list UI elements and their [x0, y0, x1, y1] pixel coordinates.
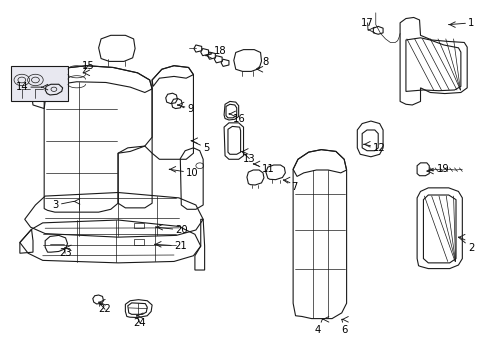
Text: 10: 10 [169, 168, 198, 178]
Bar [133, 239, 144, 245]
Text: 19: 19 [426, 164, 448, 174]
Bar [133, 222, 144, 228]
Text: 22: 22 [99, 302, 111, 314]
Text: 7: 7 [283, 180, 296, 192]
Text: 6: 6 [341, 319, 347, 335]
Text: 3: 3 [52, 200, 73, 210]
Text: 21: 21 [154, 241, 186, 251]
FancyBboxPatch shape [11, 66, 68, 102]
Text: 5: 5 [191, 141, 209, 153]
Text: 24: 24 [133, 316, 146, 328]
Text: 23: 23 [59, 248, 71, 258]
Text: 20: 20 [156, 225, 188, 235]
Text: 12: 12 [363, 143, 386, 153]
Text: 14: 14 [16, 82, 41, 92]
Text: 13: 13 [241, 152, 255, 163]
Text: 16: 16 [228, 114, 245, 124]
Text: 15: 15 [81, 61, 94, 73]
Text: 1: 1 [448, 18, 473, 28]
Text: 8: 8 [256, 57, 268, 69]
Text: 9: 9 [177, 104, 194, 113]
Text: 2: 2 [458, 237, 473, 253]
Text: 4: 4 [314, 319, 322, 335]
Text: 18: 18 [205, 46, 226, 57]
Text: 11: 11 [253, 164, 274, 174]
Text: 17: 17 [361, 18, 373, 30]
